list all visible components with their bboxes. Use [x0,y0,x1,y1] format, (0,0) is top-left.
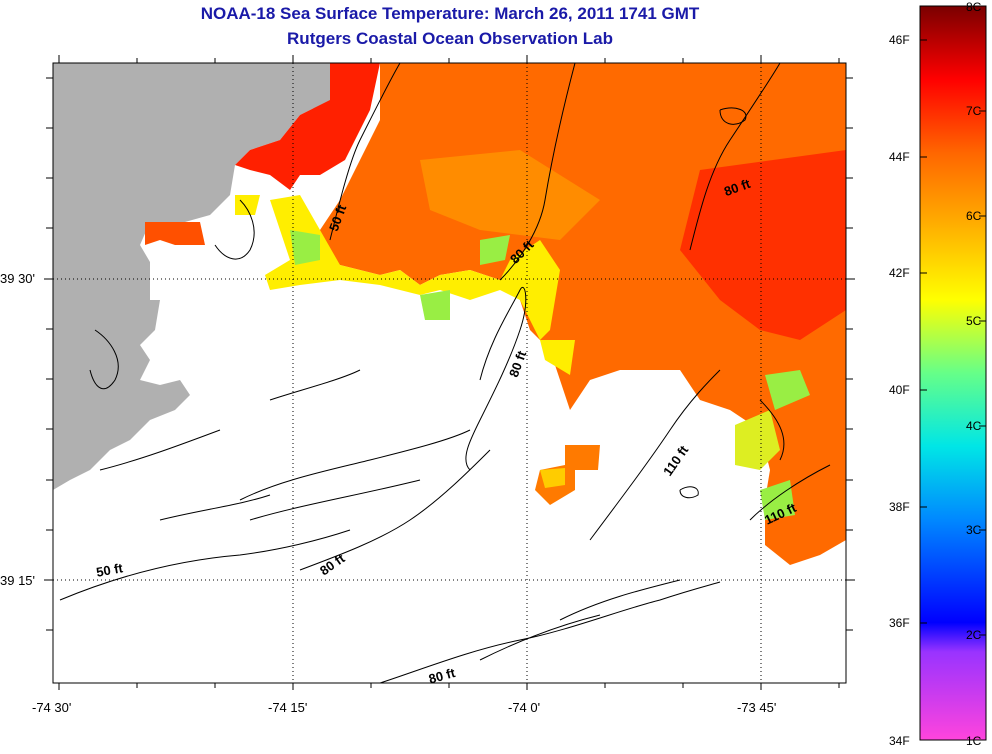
colorbar-f-label: 46F [889,33,910,47]
contour-80ft-south [299,449,491,571]
colorbar-ticks [920,5,986,636]
contour-s-ridge [559,579,681,621]
lat-label-1: 39 30' [0,271,36,286]
colorbar [919,5,987,741]
contour-80ft-bottom [379,581,721,683]
sst-green-patch2 [420,290,450,320]
contour-80ft-east [689,63,781,251]
colorbar-f-label: 34F [889,734,910,748]
contour-coast-1 [214,199,255,260]
contour-110ft-mid [589,369,721,541]
sst-green-patch3 [480,235,510,265]
colorbar-c-label: 1C [966,734,982,748]
map-subtitle: Rutgers Coastal Ocean Observation Lab [287,29,613,48]
colorbar-f-label: 42F [889,266,910,280]
contour-mid-west [159,494,271,521]
sst-yellow-sliver [540,340,575,375]
contour-80ft-mid [465,287,527,471]
contour-80ft-north [499,63,576,281]
sst-orange-topleft [145,222,205,245]
sst-yellow-band [265,195,560,340]
lon-label-1: -74 30' [32,700,72,715]
sst-east-green [765,370,810,410]
contour-e-mid [759,399,785,461]
sst-east-yellow [735,410,780,470]
contour-110ft-east [749,464,831,521]
contour-ridge-4 [269,369,361,401]
contour-east-loop [719,107,747,125]
contour-ridge-3 [99,429,221,471]
bathymetry-contours [59,63,831,683]
contour-coast-2 [89,329,119,390]
colorbar-f-label: 44F [889,150,910,164]
graticule [53,63,846,683]
map-title: NOAA-18 Sea Surface Temperature: March 2… [200,4,700,23]
contour-s-ridge2 [479,614,601,661]
lon-label-2: -74 15' [268,700,308,715]
sst-green-patch [290,230,320,265]
colorbar-c-label: 8C [966,0,982,14]
ticks [44,55,855,690]
sst-red-band [235,63,380,190]
sst-red-patch [680,150,846,340]
colorbar-c-label: 6C [966,209,982,223]
lon-label-4: -73 45' [737,700,777,715]
land-mass [53,63,330,490]
sst-isolated-yellow [540,468,565,488]
colorbar-c-label: 7C [966,104,982,118]
sst-isolated-patch [535,445,600,505]
contour-ridge-2 [249,479,421,521]
colorbar-f-label: 40F [889,383,910,397]
contour-ridge-1 [239,429,471,501]
colorbar-c-label: 5C [966,314,982,328]
colorbar-f-label: 38F [889,500,910,514]
contour-east-loop2 [679,486,699,499]
sst-yellow-west [235,195,260,215]
contour-50ft-north [329,63,401,241]
sst-orange-light [420,150,600,240]
colorbar-f-label: 36F [889,616,910,630]
colorbar-c-label: 4C [966,419,982,433]
contour-50ft-south [59,529,351,601]
lat-label-2: 39 15' [0,573,36,588]
colorbar-c-label: 2C [966,628,982,642]
lon-label-3: -74 0' [508,700,541,715]
colorbar-c-label: 3C [966,523,982,537]
